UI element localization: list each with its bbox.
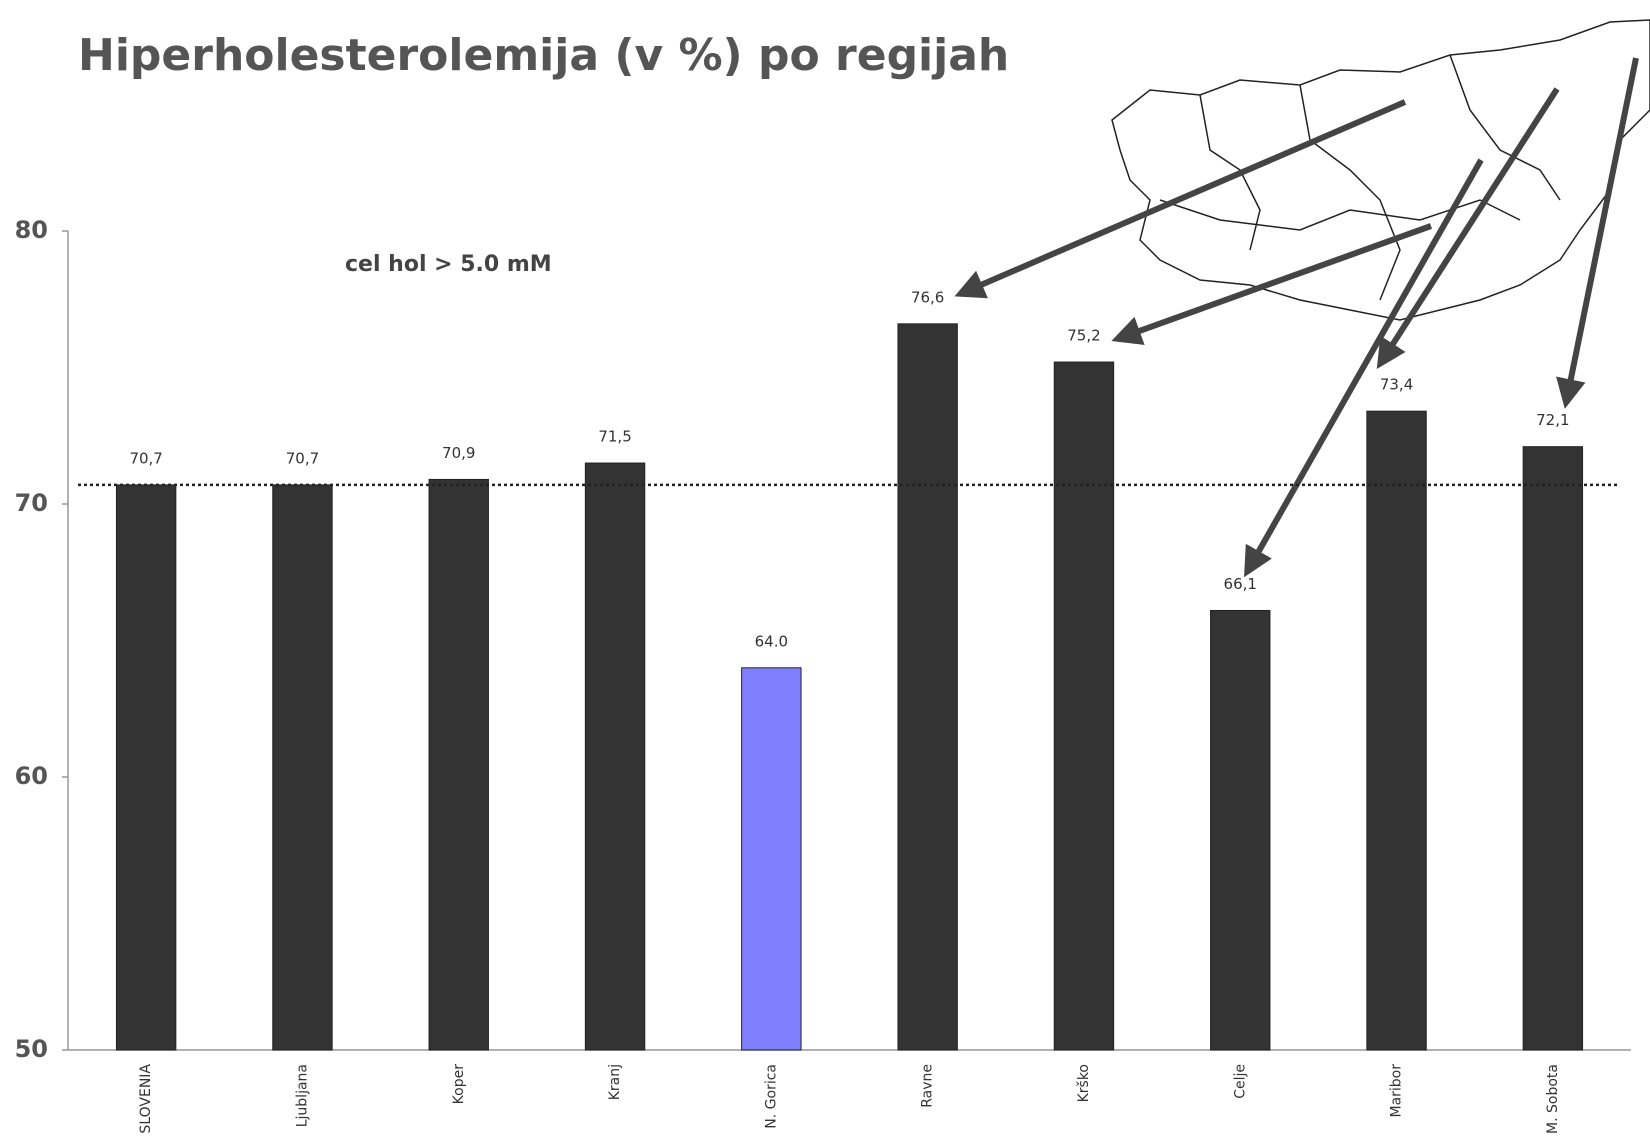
x-tick-label: Koper xyxy=(451,1064,467,1105)
x-tick-label: SLOVENIA xyxy=(138,1064,154,1134)
value-label: 70,7 xyxy=(286,449,319,467)
chart-title: Hiperholesterolemija (v %) po regijah xyxy=(78,30,1009,81)
map-outline xyxy=(1111,19,1650,321)
value-label: 64.0 xyxy=(755,632,788,650)
arrows xyxy=(954,57,1639,578)
y-tick-label: 70 xyxy=(15,489,48,517)
x-tick-label: Krško xyxy=(1076,1064,1092,1102)
x-tick-label: M. Sobota xyxy=(1545,1064,1561,1134)
value-label: 70,7 xyxy=(129,449,162,467)
x-tick-label: Maribor xyxy=(1389,1064,1405,1118)
value-label: 66,1 xyxy=(1224,575,1257,593)
x-tick-label: Ravne xyxy=(920,1064,936,1108)
bar xyxy=(1366,410,1427,1051)
value-label: 75,2 xyxy=(1067,327,1100,345)
bar xyxy=(741,667,802,1051)
value-label: 70,9 xyxy=(442,444,475,462)
bar xyxy=(115,484,177,1051)
value-label: 76,6 xyxy=(911,288,944,306)
bar xyxy=(584,462,646,1051)
bar xyxy=(272,484,333,1051)
x-tick-label: N. Gorica xyxy=(763,1064,779,1129)
value-label: 71,5 xyxy=(598,428,631,446)
y-tick-label: 60 xyxy=(15,762,48,790)
value-label: 72,1 xyxy=(1536,411,1569,429)
x-tick-label: Celje xyxy=(1232,1064,1248,1099)
bar xyxy=(428,478,489,1051)
annotation: cel hol > 5.0 mM xyxy=(345,252,552,277)
y-tick-label: 80 xyxy=(15,216,48,244)
bar xyxy=(1053,361,1115,1051)
bar xyxy=(1210,609,1271,1051)
bar xyxy=(1522,446,1584,1051)
bar xyxy=(897,323,958,1051)
x-tick-label: Ljubljana xyxy=(294,1064,310,1127)
x-tick-label: Kranj xyxy=(607,1064,623,1100)
value-label: 73,4 xyxy=(1380,376,1413,394)
y-tick-label: 50 xyxy=(15,1035,48,1063)
